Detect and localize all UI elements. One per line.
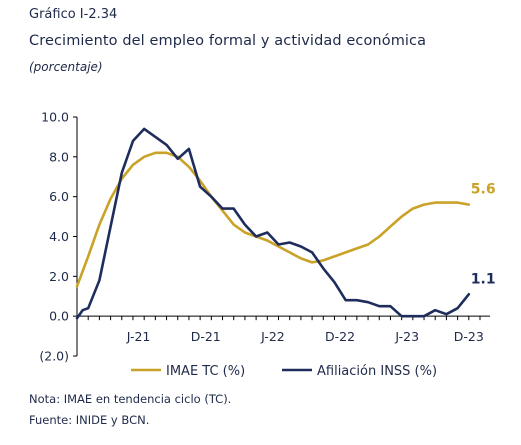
- x-tick-label: J-23: [394, 329, 419, 344]
- x-tick-label: D-23: [454, 329, 484, 344]
- legend-label: Afiliación INSS (%): [317, 364, 437, 379]
- series-line-imae: [75, 151, 471, 288]
- x-tick-label: D-21: [191, 329, 221, 344]
- y-tick-label: 0.0: [49, 309, 69, 324]
- chart-note: Nota: IMAE en tendencia ciclo (TC).: [29, 392, 232, 406]
- y-tick-label: 2.0: [49, 269, 69, 284]
- figure-label: Gráfico I-2.34: [29, 7, 118, 22]
- x-tick-label: D-22: [325, 329, 355, 344]
- y-tick-label: 10.0: [41, 110, 69, 125]
- x-tick-label: J-21: [126, 329, 151, 344]
- chart-title: Crecimiento del empleo formal y activida…: [29, 33, 427, 49]
- series-line-inss: [75, 127, 471, 320]
- chart-subtitle: (porcentaje): [29, 60, 103, 74]
- series-end-label: 1.1: [471, 271, 496, 287]
- chart-source: Fuente: INIDE y BCN.: [29, 413, 150, 427]
- y-tick-label: 4.0: [49, 229, 69, 244]
- x-tick-label: J-22: [260, 329, 285, 344]
- legend-label: IMAE TC (%): [166, 364, 245, 379]
- y-tick-label: (2.0): [39, 349, 69, 364]
- y-tick-label: 8.0: [49, 149, 69, 164]
- y-tick-label: 6.0: [49, 189, 69, 204]
- series-end-label: 5.6: [471, 182, 496, 198]
